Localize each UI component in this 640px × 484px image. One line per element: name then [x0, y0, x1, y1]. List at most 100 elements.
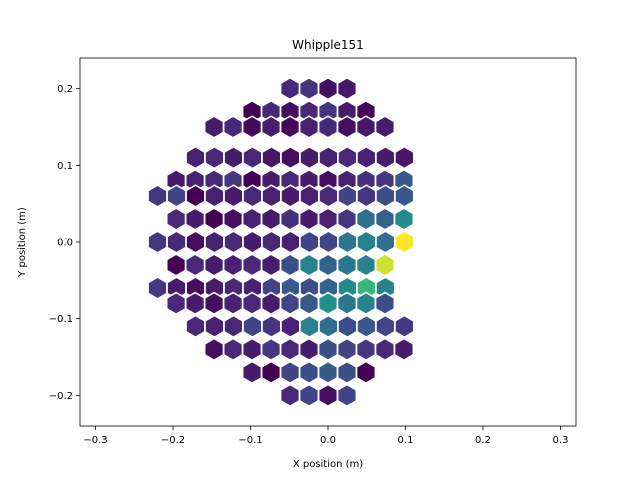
camera-pixel: [355, 115, 377, 139]
camera-pixel: [375, 146, 396, 170]
camera-pixel: [184, 253, 206, 277]
camera-pixel: [147, 276, 168, 300]
camera-pixel: [374, 115, 396, 139]
camera-pixel: [261, 230, 282, 254]
camera-pixels: [147, 77, 415, 407]
camera-pixel: [222, 115, 244, 139]
camera-pixel: [279, 337, 301, 361]
camera-pixel: [356, 146, 377, 170]
camera-pixel: [374, 291, 396, 315]
camera-pixel: [279, 291, 301, 315]
camera-pixel: [298, 115, 320, 139]
camera-pixel: [394, 146, 415, 170]
camera-pixel: [241, 207, 263, 231]
y-tick-label: 0.2: [57, 84, 73, 95]
camera-pixel: [279, 253, 301, 277]
camera-pixel: [298, 383, 320, 407]
camera-pixel: [298, 360, 320, 384]
camera-pixel: [260, 253, 282, 277]
camera-pixel: [317, 77, 339, 101]
camera-pixel: [317, 207, 339, 231]
camera-pixel: [223, 314, 244, 338]
camera-pixel: [298, 337, 320, 361]
camera-pixel: [147, 184, 168, 208]
camera-pixel: [336, 253, 358, 277]
camera-pixel: [298, 291, 320, 315]
camera-pixel: [203, 291, 225, 315]
camera-pixel: [336, 207, 358, 231]
camera-pixel: [203, 207, 225, 231]
camera-pixel: [318, 314, 339, 338]
camera-pixel: [204, 314, 225, 338]
camera-pixel: [355, 253, 377, 277]
camera-pixel: [393, 337, 415, 361]
camera-pixel: [241, 115, 263, 139]
camera-pixel: [318, 230, 339, 254]
camera-pixel: [355, 207, 377, 231]
camera-pixel: [185, 230, 206, 254]
camera-pixel: [280, 314, 301, 338]
camera-pixel: [279, 360, 301, 384]
camera-pixel: [299, 146, 320, 170]
camera-pixel: [260, 207, 282, 231]
camera-pixel: [299, 314, 320, 338]
camera-pixel: [336, 383, 358, 407]
camera-pixel: [184, 207, 206, 231]
x-tick-label: 0.3: [553, 435, 569, 446]
camera-pixel: [279, 77, 301, 101]
camera-pixel: [298, 77, 320, 101]
camera-pixel: [204, 146, 225, 170]
camera-pixel: [337, 146, 358, 170]
camera-pixel: [355, 360, 377, 384]
camera-pixel: [260, 360, 282, 384]
y-axis-ticks: 0.2 0.1 0.0 −0.1 −0.2: [49, 84, 80, 402]
camera-pixel: [394, 314, 415, 338]
camera-pixel: [222, 253, 244, 277]
camera-pixel: [337, 230, 358, 254]
camera-pixel: [223, 184, 244, 208]
camera-pixel: [317, 337, 339, 361]
camera-pixel: [336, 115, 358, 139]
camera-pixel: [374, 337, 396, 361]
camera-pixel: [336, 291, 358, 315]
camera-pixel: [318, 184, 339, 208]
camera-pixel: [260, 291, 282, 315]
camera-pixel: [261, 184, 282, 208]
chart-title: Whipple151: [292, 38, 364, 52]
x-tick-label: −0.2: [161, 435, 185, 446]
x-axis-label: X position (m): [293, 459, 363, 470]
camera-pixel: [299, 184, 320, 208]
camera-pixel: [317, 115, 339, 139]
camera-pixel: [375, 230, 396, 254]
camera-pixel: [242, 230, 263, 254]
camera-pixel: [204, 230, 225, 254]
camera-pixel: [393, 207, 415, 231]
y-tick-label: 0.1: [57, 161, 73, 172]
camera-pixel: [222, 337, 244, 361]
camera-pixel: [280, 230, 301, 254]
camera-pixel: [337, 314, 358, 338]
camera-pixel: [279, 207, 301, 231]
y-axis-label: Y position (m): [17, 207, 28, 278]
camera-pixel: [280, 146, 301, 170]
camera-pixel: [394, 230, 415, 254]
y-tick-label: −0.1: [49, 314, 73, 325]
camera-pixel: [166, 291, 187, 315]
camera-pixel: [356, 230, 377, 254]
camera-pixel: [279, 383, 301, 407]
camera-pixel: [223, 146, 244, 170]
camera-pixel: [242, 146, 263, 170]
camera-pixel: [223, 230, 244, 254]
camera-pixel: [356, 184, 377, 208]
camera-pixel: [241, 337, 263, 361]
camera-pixel: [260, 115, 282, 139]
camera-pixel: [241, 291, 263, 315]
camera-pixel: [241, 360, 263, 384]
camera-pixel: [317, 383, 339, 407]
camera-pixel: [336, 337, 358, 361]
camera-pixel: [166, 230, 187, 254]
camera-pixel: [166, 207, 187, 231]
camera-pixel: [185, 314, 206, 338]
camera-pixel: [317, 253, 339, 277]
